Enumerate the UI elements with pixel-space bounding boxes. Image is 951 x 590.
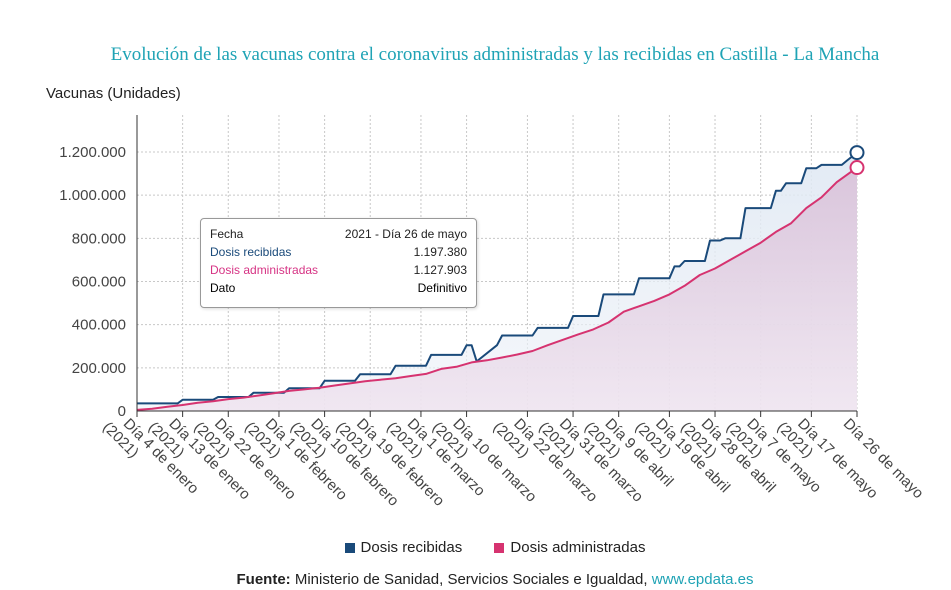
y-tick-label: 0: [118, 403, 126, 420]
legend-item-received[interactable]: Dosis recibidas: [344, 539, 463, 556]
end-markers: [849, 145, 865, 176]
tooltip-key: Fecha: [210, 227, 244, 241]
tooltip-row-date: Fecha 2021 - Día 26 de mayo: [210, 225, 467, 243]
tooltip-row-received: Dosis recibidas 1.197.380: [210, 243, 467, 261]
chart-legend: Dosis recibidas Dosis administradas: [0, 539, 951, 557]
y-tick-label: 1.000.000: [59, 187, 126, 204]
y-tick-labels: 0 200.000 400.000 600.000 800.000 1.000.000 1.…: [59, 144, 126, 420]
chart-title: Evolución de las vacunas contra el coron…: [110, 44, 880, 65]
legend-item-administered[interactable]: Dosis administradas: [494, 539, 645, 556]
tooltip-key: Dosis administradas: [210, 263, 319, 277]
tooltip-value: 2021 - Día 26 de mayo: [344, 227, 467, 241]
source-note: Fuente: Ministerio de Sanidad, Servicios…: [0, 571, 951, 588]
y-tick-label: 600.000: [72, 274, 126, 291]
data-tooltip: Fecha 2021 - Día 26 de mayo Dosis recibi…: [200, 218, 477, 308]
axes: [136, 115, 858, 417]
tooltip-key: Dosis recibidas: [210, 245, 292, 259]
end-marker-received: [849, 145, 865, 161]
tooltip-row-data-status: Dato Definitivo: [210, 279, 467, 297]
series-lines: [136, 151, 858, 411]
source-label: Fuente:: [236, 571, 291, 588]
y-tick-label: 400.000: [72, 317, 126, 334]
x-tick-label: Día 4 de enero(2021): [99, 415, 202, 497]
series-area-administered: [137, 167, 857, 411]
series-areas: [137, 152, 857, 411]
x-tick-label: Día 26 de mayo: [840, 415, 927, 502]
legend-label: Dosis recibidas: [360, 539, 463, 556]
y-tick-label: 200.000: [72, 360, 126, 377]
legend-swatch-received: [344, 542, 355, 553]
series-line-administered: [136, 166, 858, 411]
series-line-received: [137, 151, 858, 405]
tooltip-value: 1.127.903: [413, 263, 467, 277]
legend-swatch-administered: [494, 542, 505, 553]
y-tick-label: 800.000: [72, 230, 126, 247]
end-marker-administered: [849, 160, 865, 176]
tooltip-key: Dato: [210, 281, 236, 295]
tooltip-value: 1.197.380: [413, 245, 467, 259]
source-text: Ministerio de Sanidad, Servicios Sociale…: [294, 571, 648, 588]
y-tick-label: 1.200.000: [59, 144, 126, 161]
tooltip-value: Definitivo: [417, 281, 467, 295]
source-link[interactable]: www.epdata.es: [651, 571, 754, 588]
x-tick-labels: Día 4 de enero(2021) Día 13 de enero(2021…: [99, 415, 927, 510]
tooltip-row-administered: Dosis administradas 1.127.903: [210, 261, 467, 279]
y-axis-label: Vacunas (Unidades): [46, 85, 181, 102]
x-tick-label-text: Día 26 de mayo: [840, 415, 927, 502]
legend-label: Dosis administradas: [510, 539, 646, 556]
